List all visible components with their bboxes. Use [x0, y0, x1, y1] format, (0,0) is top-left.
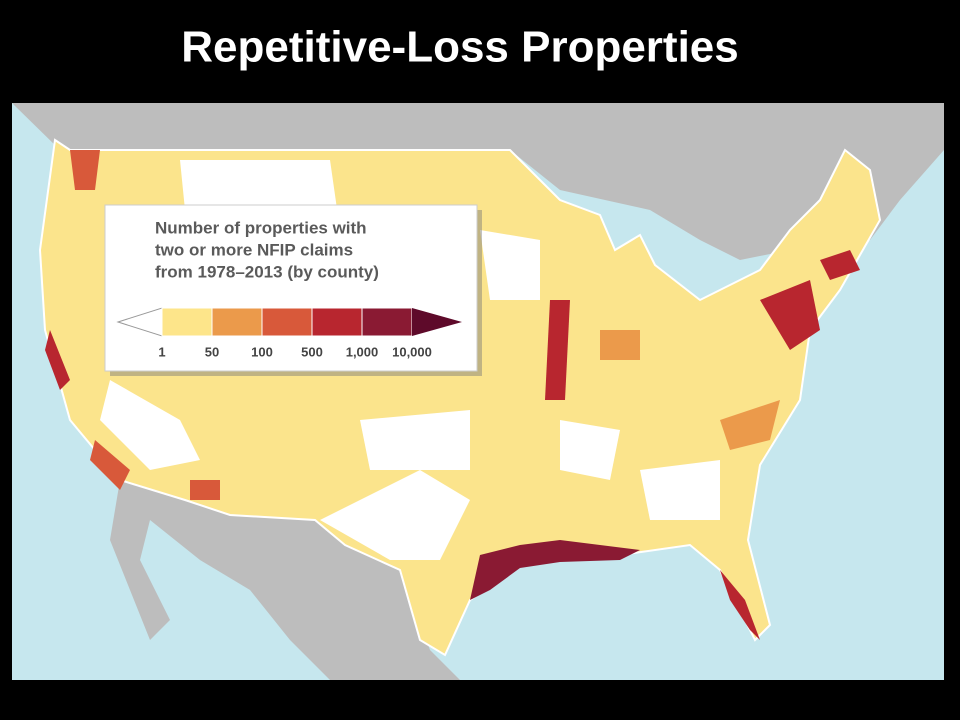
map: [12, 103, 944, 680]
legend-swatch: [261, 307, 313, 337]
legend-swatch: [361, 307, 413, 337]
legend-box: [104, 204, 478, 372]
legend-tick-label: 1,000: [346, 344, 379, 359]
legend-heading: Number of properties with: [155, 218, 367, 237]
mexico: [110, 480, 460, 680]
legend-tick-label: 100: [251, 344, 273, 359]
legend-tick-label: 1: [158, 344, 165, 359]
legend-heading: from 1978–2013 (by county): [155, 262, 379, 281]
canada: [12, 103, 944, 260]
legend-swatch: [211, 307, 263, 337]
legend-swatch: [311, 307, 363, 337]
legend-high-arrow: [412, 308, 462, 336]
legend-tick-label: 500: [301, 344, 323, 359]
high-loss-areas: [45, 150, 860, 640]
legend-tick-label: 50: [205, 344, 219, 359]
legend: Number of properties with two or more NF…: [104, 204, 482, 376]
legend-tick-label: 10,000: [392, 344, 432, 359]
slide-title: Repetitive-Loss Properties: [181, 23, 739, 72]
legend-swatch: [161, 307, 213, 337]
legend-heading: two or more NFIP claims: [155, 240, 353, 259]
